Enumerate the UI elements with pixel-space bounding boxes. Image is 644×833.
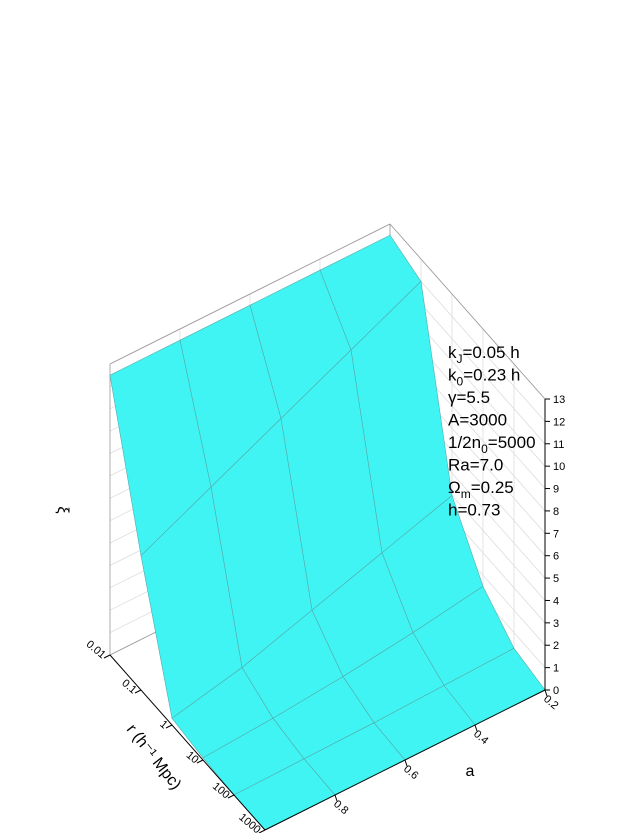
annotation-main: k — [448, 343, 457, 362]
x-tick — [196, 759, 204, 764]
z-tick-label: 2 — [553, 640, 559, 652]
x-tick — [227, 794, 235, 799]
z-tick-label: 1 — [553, 663, 559, 675]
y-tick — [544, 689, 548, 697]
z-tick-label: 6 — [553, 551, 559, 563]
annotation-sub: m — [461, 487, 471, 501]
x-tick — [165, 724, 173, 729]
annotation: 1/2n0=5000 — [448, 433, 536, 456]
z-tick-label: 11 — [553, 439, 564, 451]
y-tick — [474, 724, 478, 732]
annotation-main: k — [448, 366, 457, 385]
z-tick-label: 3 — [553, 618, 559, 630]
annotation-rest: =5000 — [488, 433, 536, 452]
annotation: kJ=0.05 h — [448, 343, 520, 366]
annotation-sub: 0 — [457, 375, 464, 389]
z-tick-label: 4 — [553, 595, 559, 607]
y-tick — [334, 794, 338, 802]
annotation-rest: =0.05 h — [463, 343, 520, 362]
annotation-rest: =0.23 h — [463, 366, 520, 385]
x-tick — [134, 689, 142, 694]
annotation-main: A=3000 — [448, 411, 507, 430]
annotation-main: Ra=7.0 — [448, 456, 503, 475]
z-axis-label: ξ — [54, 506, 71, 513]
annotation-main: 1/2n — [448, 433, 481, 452]
z-tick-label: 7 — [553, 528, 559, 540]
z-tick-label: 5 — [553, 573, 559, 585]
axis-frame — [109, 223, 391, 365]
annotation: k0=0.23 h — [448, 366, 520, 389]
z-tick-label: 13 — [553, 394, 565, 406]
x-tick-label: 0.1 — [119, 677, 138, 696]
z-tick-label: 9 — [553, 484, 559, 496]
plot — [109, 223, 546, 831]
x-axis — [109, 654, 266, 831]
annotation: A=3000 — [448, 411, 507, 430]
annotation-sub: J — [457, 352, 463, 366]
axis-frame — [389, 223, 546, 400]
y-tick-label: 0.6 — [401, 763, 420, 782]
annotation-main: Ω — [448, 478, 461, 497]
y-tick-label: 0.4 — [471, 728, 490, 747]
y-tick — [404, 759, 408, 767]
z-tick-label: 10 — [553, 461, 565, 473]
annotation: γ=5.5 — [448, 388, 490, 407]
annotation: Ωm=0.25 — [448, 478, 514, 501]
y-axis-label: a — [466, 763, 475, 780]
annotation-rest: =0.25 — [471, 478, 514, 497]
annotation-main: γ=5.5 — [448, 388, 490, 407]
x-axis-label: r (h⁻¹ Mpc) — [123, 721, 184, 793]
y-tick-label: 0.8 — [331, 798, 350, 817]
annotation-sub: 0 — [481, 442, 488, 456]
annotation-main: h=0.73 — [448, 501, 500, 520]
z-tick-label: 8 — [553, 506, 559, 518]
z-tick-label: 12 — [553, 416, 565, 428]
annotation: Ra=7.0 — [448, 456, 503, 475]
z-tick-label: 0 — [553, 685, 559, 697]
x-tick — [103, 654, 111, 659]
annotation: h=0.73 — [448, 501, 500, 520]
x-tick-label: 1 — [157, 718, 169, 731]
